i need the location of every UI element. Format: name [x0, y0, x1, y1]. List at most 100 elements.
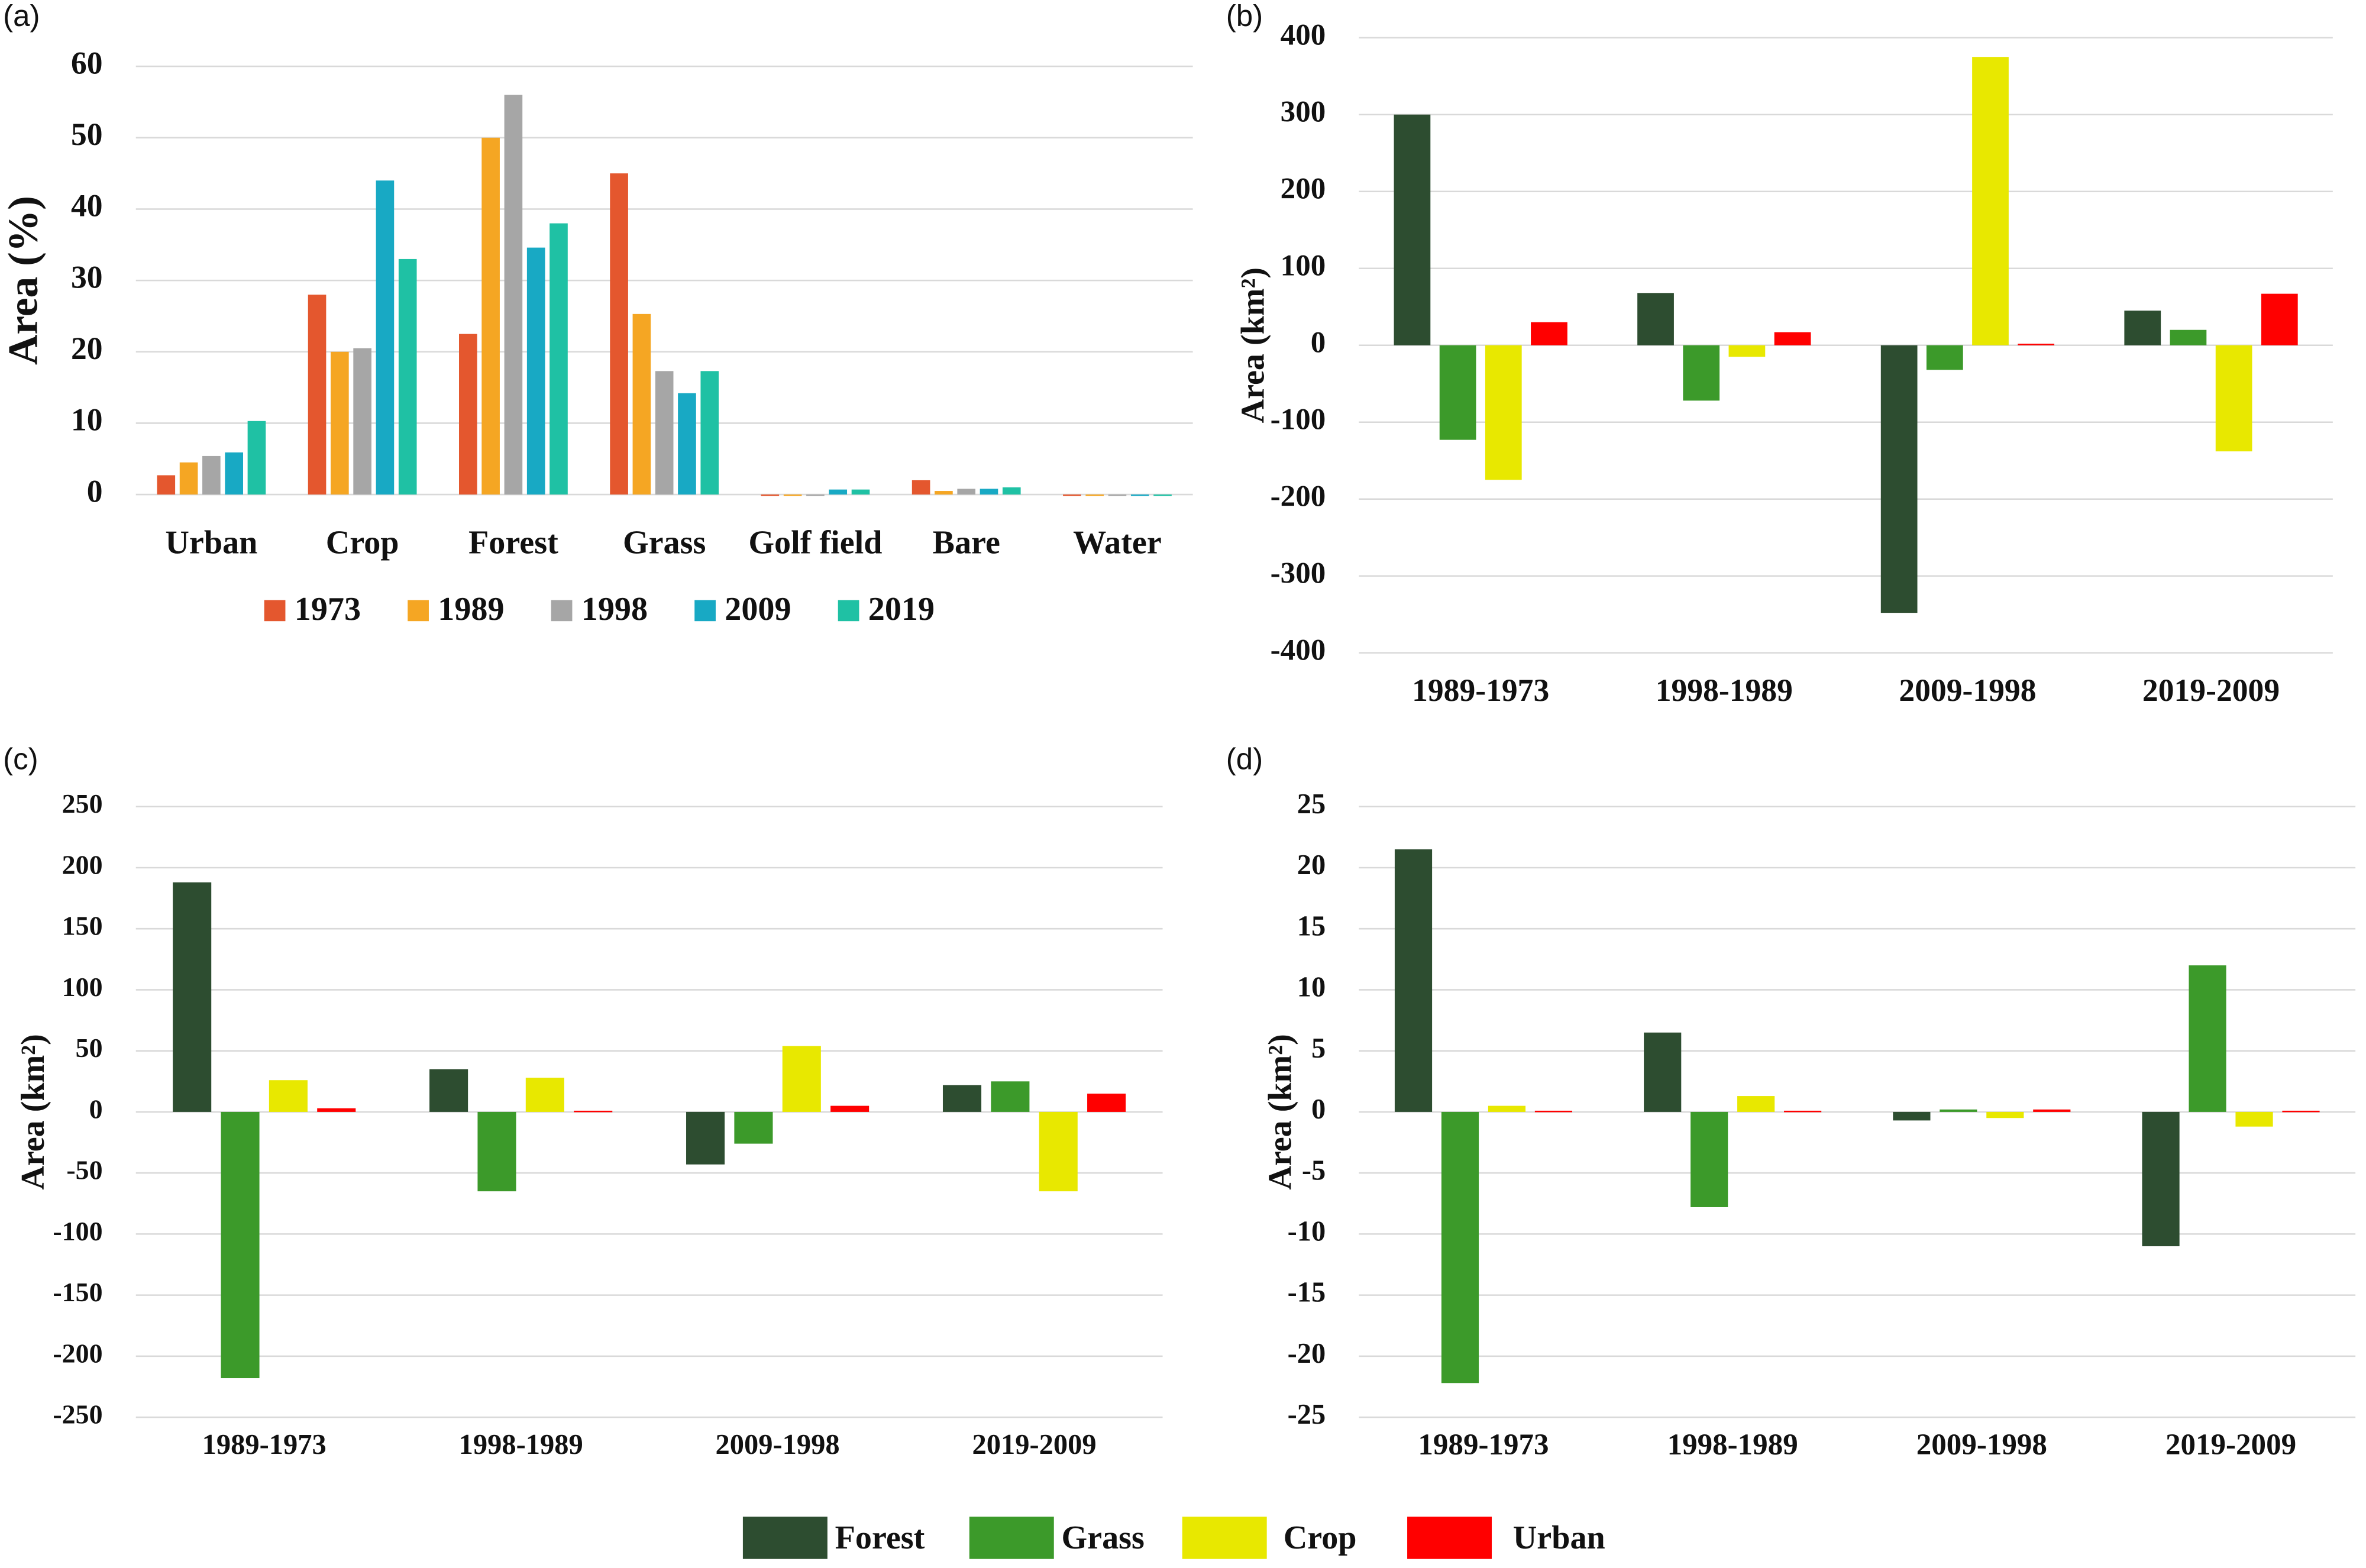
y-tick-label: 20 — [1297, 849, 1326, 881]
x-tick-label: 2009-1998 — [716, 1429, 840, 1460]
bar — [574, 1110, 613, 1113]
y-tick-label: 200 — [62, 850, 103, 880]
bar — [459, 334, 477, 495]
bar — [2215, 345, 2252, 452]
bar — [1039, 1111, 1078, 1192]
bar — [1394, 849, 1433, 1112]
bar — [1784, 1110, 1822, 1113]
bar — [353, 348, 371, 495]
y-tick-label: -200 — [53, 1338, 102, 1368]
bar — [1085, 494, 1104, 496]
x-tick-label: Water — [1073, 525, 1162, 561]
bar — [308, 295, 327, 495]
bar — [1531, 322, 1567, 345]
bar — [1637, 293, 1674, 345]
legend-label: 2019 — [868, 591, 935, 628]
y-tick-label: 50 — [76, 1033, 103, 1063]
bar — [1940, 1109, 1977, 1112]
bar — [830, 1105, 870, 1112]
bar — [1485, 345, 1522, 480]
bar — [1108, 494, 1127, 496]
bar — [429, 1069, 468, 1112]
bar — [942, 1085, 982, 1112]
y-tick-label: 40 — [71, 188, 103, 224]
bar — [980, 489, 998, 495]
legend-swatch — [969, 1517, 1054, 1559]
legend-label: Crop — [1284, 1519, 1357, 1556]
y-tick-label: 100 — [1281, 249, 1326, 282]
y-tick-label: -20 — [1288, 1338, 1326, 1369]
bar — [686, 1111, 725, 1165]
x-tick-label: 2019-2009 — [2142, 673, 2280, 708]
x-tick-label: 1989-1973 — [1412, 673, 1549, 708]
bar — [550, 223, 568, 495]
x-tick-label: Forest — [468, 525, 558, 561]
bar — [678, 393, 696, 495]
x-tick-label: Grass — [623, 525, 706, 561]
bar — [1728, 345, 1766, 357]
y-tick-label: 50 — [71, 117, 103, 152]
bar — [655, 371, 674, 495]
y-tick-label: 60 — [71, 45, 103, 80]
y-tick-label: 5 — [1311, 1033, 1326, 1064]
y-tick-label: -15 — [1288, 1277, 1326, 1308]
bar — [481, 137, 500, 495]
bar — [1534, 1110, 1573, 1113]
y-tick-label: 25 — [1297, 788, 1326, 820]
bar — [610, 173, 628, 495]
legend-label: 1973 — [295, 591, 361, 628]
legend-label: Forest — [835, 1519, 925, 1556]
legend-swatch — [264, 600, 286, 622]
bar — [504, 95, 523, 495]
bar — [1683, 345, 1720, 401]
bar — [2189, 965, 2226, 1112]
y-tick-label: 0 — [1311, 326, 1326, 359]
y-tick-label: 15 — [1297, 910, 1326, 942]
x-tick-label: Golf field — [748, 525, 882, 561]
y-tick-label: 10 — [1297, 972, 1326, 1003]
bar — [247, 421, 266, 495]
x-tick-label: 2009-1998 — [1899, 673, 2036, 708]
bar — [2261, 293, 2298, 345]
y-tick-label: 0 — [1311, 1094, 1326, 1125]
y-tick-label: -10 — [1288, 1216, 1326, 1247]
y-tick-label: -100 — [1271, 403, 1326, 436]
y-axis-label: Area (km²) — [1235, 267, 1272, 423]
legend-swatch — [1182, 1517, 1267, 1559]
bar — [632, 313, 651, 495]
y-tick-label: 10 — [71, 402, 103, 438]
x-tick-label: 2019-2009 — [2165, 1428, 2296, 1462]
bar — [1644, 1032, 1682, 1112]
x-tick-label: 1998-1989 — [1667, 1428, 1798, 1462]
y-tick-label: -400 — [1271, 633, 1326, 667]
bar — [1986, 1111, 2024, 1118]
bar — [269, 1080, 308, 1112]
legend-swatch — [742, 1517, 828, 1559]
legend-label: 1998 — [581, 591, 648, 628]
y-tick-label: -25 — [1288, 1399, 1326, 1430]
x-tick-label: Urban — [165, 525, 257, 561]
bar — [1063, 494, 1081, 496]
legend-swatch — [838, 600, 859, 622]
bar — [398, 258, 417, 495]
legend-label: Urban — [1513, 1519, 1605, 1556]
legend-label: 2009 — [725, 591, 791, 628]
y-tick-label: 20 — [71, 331, 103, 366]
legend-label: 1989 — [438, 591, 504, 628]
bar — [829, 489, 848, 495]
bar — [2018, 344, 2055, 345]
bar — [1488, 1105, 1526, 1112]
bar — [173, 882, 212, 1112]
legend-swatch — [551, 600, 573, 622]
bar — [1441, 1111, 1479, 1383]
bar — [2282, 1110, 2320, 1113]
bar — [957, 489, 976, 495]
bar — [991, 1081, 1030, 1112]
bar — [225, 452, 243, 495]
bar — [2235, 1111, 2273, 1127]
bar — [912, 480, 930, 495]
y-tick-label: 150 — [62, 911, 103, 941]
y-axis-label: Area (%) — [0, 196, 46, 365]
bar — [783, 494, 802, 496]
